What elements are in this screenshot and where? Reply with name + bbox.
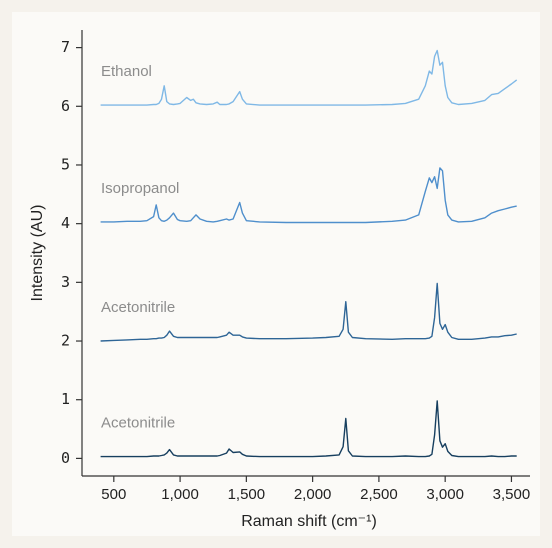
x-tick-label: 1,500 bbox=[228, 486, 266, 503]
y-tick-label: 4 bbox=[61, 214, 70, 232]
series-label: Acetonitrile bbox=[101, 299, 175, 316]
spectrum-line bbox=[100, 49, 518, 106]
x-tick-label: 3,000 bbox=[426, 486, 464, 503]
series-label: Acetonitrile bbox=[101, 415, 175, 432]
y-tick-label: 0 bbox=[61, 449, 70, 467]
spectrum-line bbox=[100, 282, 517, 342]
x-tick-label: 500 bbox=[101, 486, 126, 503]
series-label: Ethanol bbox=[101, 63, 152, 80]
series-label: Isopropanol bbox=[101, 180, 179, 197]
x-tick-label: 2,500 bbox=[360, 486, 398, 503]
spectrum-line bbox=[100, 400, 517, 458]
x-tick-label: 3,500 bbox=[493, 486, 531, 503]
x-tick-label: 1,000 bbox=[161, 486, 199, 503]
y-tick-label: 1 bbox=[61, 390, 70, 408]
y-tick-label: 2 bbox=[61, 332, 70, 350]
x-tick-label: 2,000 bbox=[294, 486, 332, 503]
y-axis-label: Intensity (AU) bbox=[29, 205, 46, 302]
y-tick-label: 6 bbox=[61, 97, 70, 115]
y-tick-label: 7 bbox=[61, 38, 70, 56]
plot-panel bbox=[12, 12, 540, 536]
x-axis-label: Raman shift (cm⁻¹) bbox=[241, 513, 377, 530]
y-tick-label: 5 bbox=[61, 155, 70, 173]
y-tick-label: 3 bbox=[61, 273, 70, 291]
spectrum-line bbox=[100, 167, 517, 224]
